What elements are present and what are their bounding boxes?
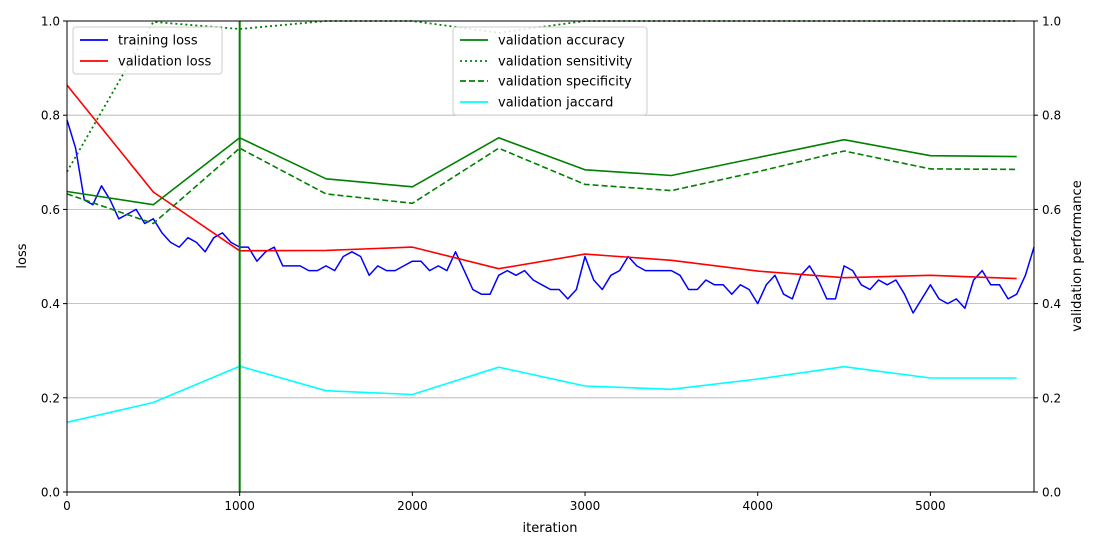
legend-loss-box — [72, 26, 223, 75]
left-y-tick-label: 0.2 — [41, 391, 60, 405]
validation-loss-line — [66, 84, 1017, 280]
legend-performance: validation accuracy validation sensitivi… — [452, 26, 648, 116]
right-y-tick-label: 0.4 — [1042, 297, 1061, 311]
legend-validation-specificity-label: validation specificity — [498, 75, 632, 90]
x-tick-label: 0 — [63, 499, 71, 513]
validation-jaccard-line — [66, 365, 1017, 424]
validation-accuracy-line — [66, 137, 1017, 206]
legend-loss: training loss validation loss — [72, 26, 223, 75]
x-tick-label: 4000 — [742, 499, 773, 513]
left-y-tick-label: 1.0 — [41, 15, 60, 29]
right-y-tick-label: 0.0 — [1042, 486, 1061, 500]
left-y-tick-label: 0.8 — [41, 109, 60, 123]
x-tick-label: 2000 — [397, 499, 428, 513]
right-y-axis-ticks: 0.0 0.2 0.4 0.6 0.8 1.0 — [1034, 15, 1061, 500]
legend-training-loss-label: training loss — [118, 34, 198, 49]
legend-validation-accuracy-label: validation accuracy — [498, 34, 625, 49]
right-y-tick-label: 0.8 — [1042, 109, 1061, 123]
legend-validation-sensitivity-label: validation sensitivity — [498, 55, 633, 70]
x-tick-label: 5000 — [915, 499, 946, 513]
legend-performance-box — [452, 26, 648, 116]
legend-validation-loss-label: validation loss — [118, 55, 211, 70]
plot-frame — [66, 20, 1035, 493]
right-y-tick-label: 0.6 — [1042, 203, 1061, 217]
x-axis-ticks: 0 1000 2000 3000 4000 5000 — [63, 492, 946, 513]
right-y-tick-label: 0.2 — [1042, 391, 1061, 405]
x-axis-label: iteration — [523, 521, 578, 536]
right-y-tick-label: 1.0 — [1042, 15, 1061, 29]
left-y-tick-label: 0.4 — [41, 297, 60, 311]
right-y-axis-label: validation performance — [1070, 180, 1085, 331]
left-y-tick-label: 0.6 — [41, 203, 60, 217]
left-y-tick-label: 0.0 — [41, 486, 60, 500]
training-loss-line — [66, 119, 1035, 314]
x-tick-label: 1000 — [224, 499, 255, 513]
validation-specificity-line — [66, 147, 1017, 225]
left-y-axis-label: loss — [15, 243, 30, 268]
x-tick-label: 3000 — [570, 499, 601, 513]
legend-validation-jaccard-label: validation jaccard — [498, 96, 613, 111]
left-y-axis-ticks: 0.0 0.2 0.4 0.6 0.8 1.0 — [41, 15, 67, 500]
